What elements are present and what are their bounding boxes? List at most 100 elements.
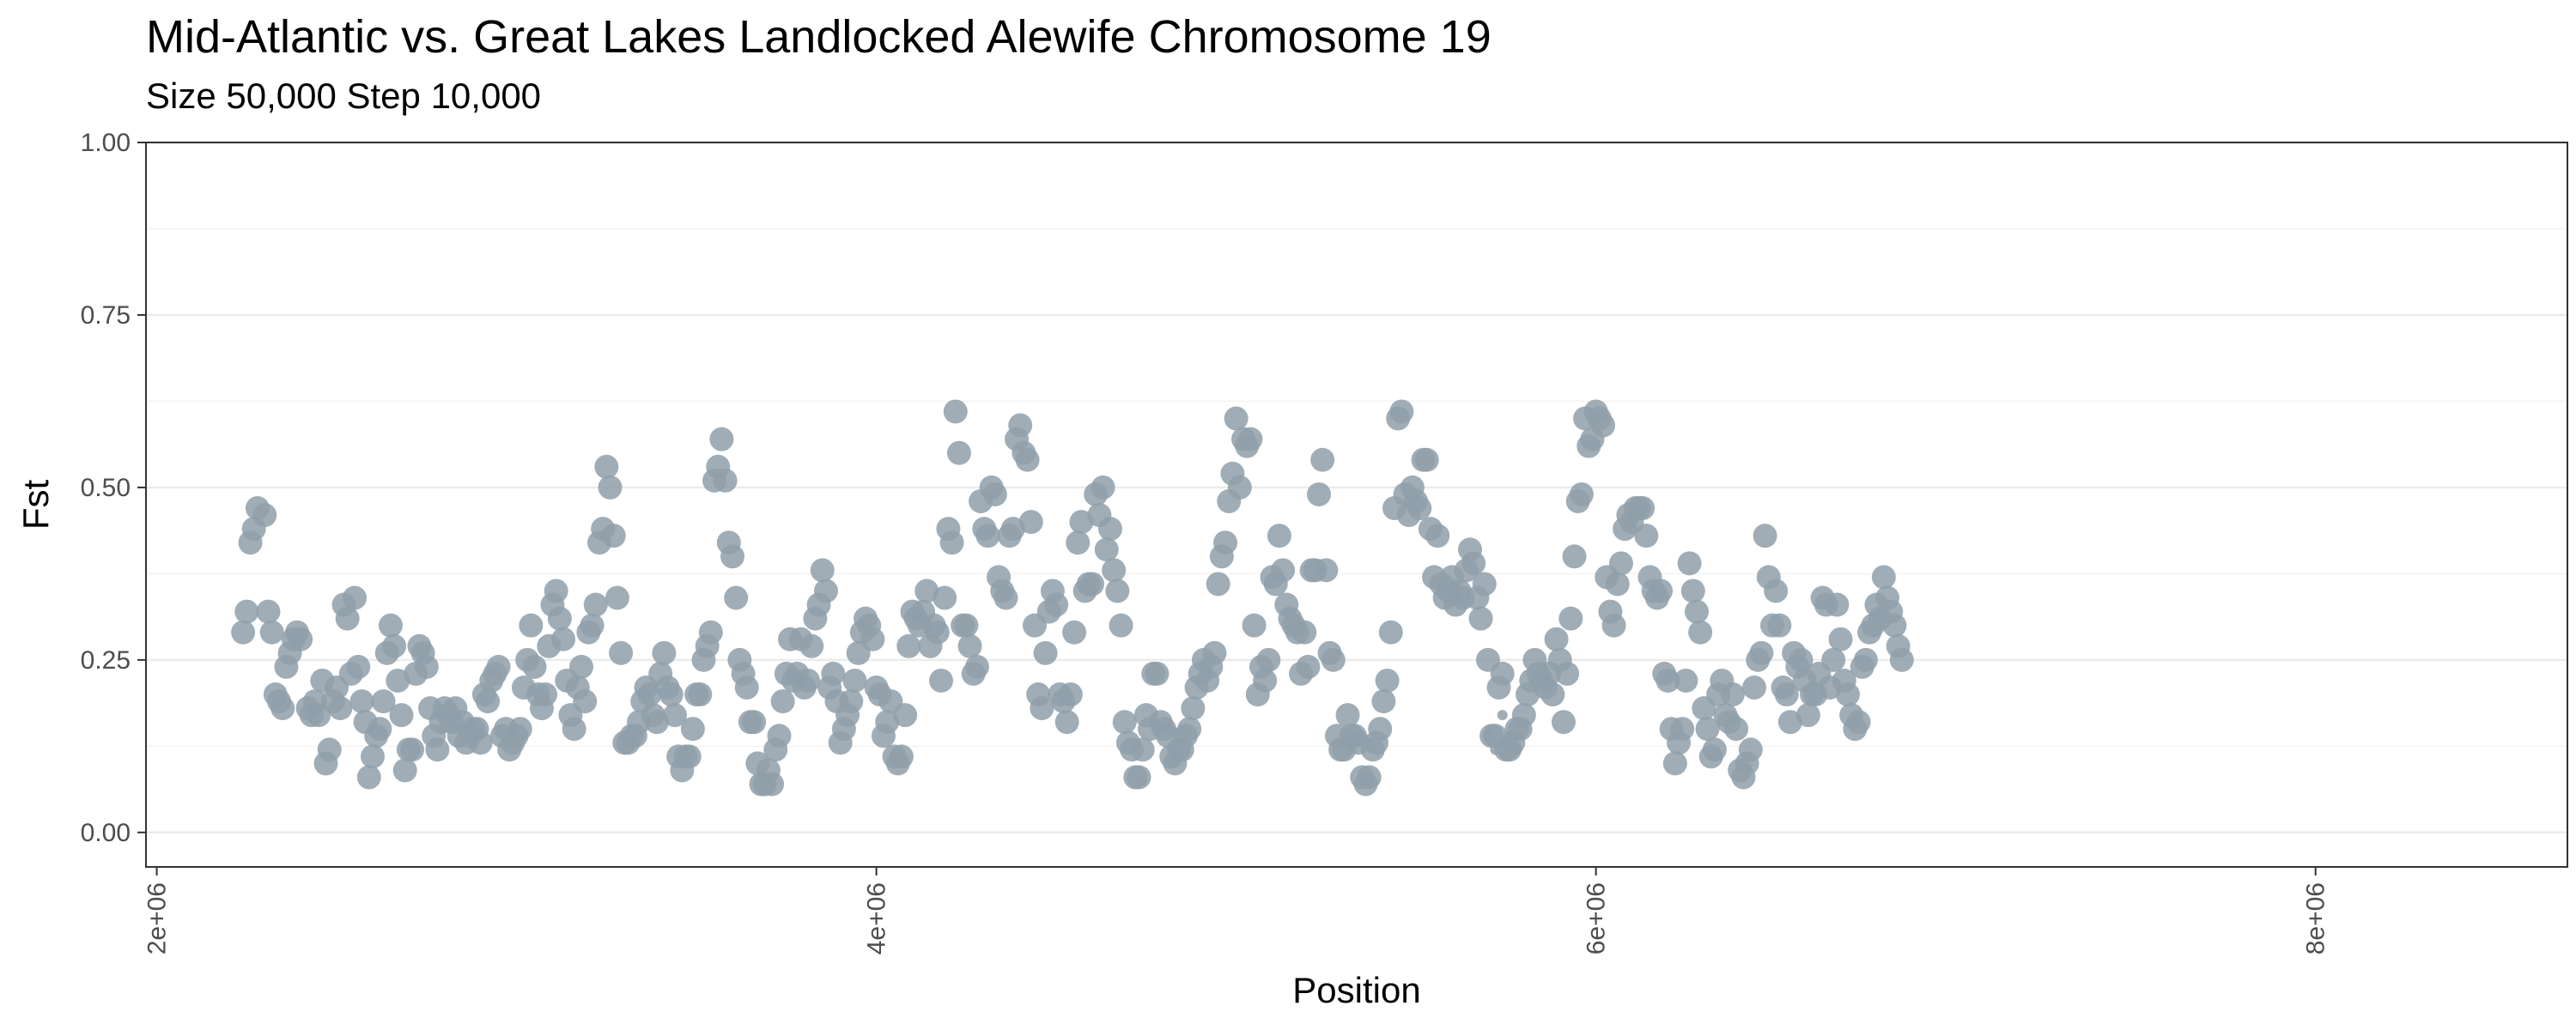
- data-point: [1558, 606, 1583, 631]
- data-point: [562, 717, 586, 742]
- data-point: [1688, 620, 1713, 645]
- data-point: [1511, 703, 1536, 728]
- data-point: [1375, 668, 1400, 693]
- data-point: [1490, 661, 1515, 686]
- data-point: [821, 661, 846, 686]
- data-point: [1378, 620, 1403, 645]
- data-point: [1015, 447, 1040, 472]
- data-point: [594, 454, 619, 479]
- x-axis: 2e+06 4e+06 6e+06 8e+06: [143, 867, 2330, 954]
- data-point: [1271, 558, 1296, 583]
- data-point: [1749, 640, 1774, 665]
- data-point: [1555, 661, 1580, 686]
- data-point: [742, 710, 767, 735]
- data-point: [1425, 524, 1450, 548]
- data-point: [1753, 524, 1777, 548]
- data-point: [1307, 482, 1332, 506]
- data-point: [371, 689, 396, 714]
- data-point: [713, 468, 738, 493]
- data-point: [580, 613, 605, 638]
- data-point: [389, 703, 414, 728]
- data-point: [1853, 647, 1878, 672]
- data-point: [1591, 413, 1616, 438]
- x-axis-title: Position: [1292, 970, 1420, 1010]
- x-tick-label: 6e+06: [1583, 882, 1611, 954]
- chart-title: Mid-Atlantic vs. Great Lakes Landlocked …: [146, 11, 1492, 63]
- data-point: [1256, 647, 1281, 672]
- data-point: [1605, 572, 1630, 597]
- data-point: [270, 696, 295, 721]
- data-point: [368, 717, 392, 742]
- data-point: [328, 696, 353, 721]
- data-point: [1018, 510, 1043, 535]
- data-point: [724, 585, 749, 610]
- data-point: [1145, 661, 1170, 686]
- data-point: [605, 585, 629, 610]
- data-point: [1058, 682, 1083, 707]
- data-point: [259, 620, 284, 645]
- data-point: [317, 737, 342, 762]
- data-point: [1764, 579, 1789, 603]
- data-point: [1314, 558, 1339, 583]
- chart-subtitle: Size 50,000 Step 10,000: [146, 76, 542, 116]
- data-point: [1033, 640, 1058, 665]
- data-point: [925, 620, 950, 645]
- data-point: [1127, 765, 1151, 790]
- data-point: [533, 682, 558, 707]
- data-point: [289, 627, 313, 651]
- data-point: [507, 717, 532, 742]
- data-point: [1720, 682, 1745, 707]
- data-point: [1213, 530, 1238, 555]
- data-point: [609, 640, 634, 665]
- data-point: [688, 682, 713, 707]
- y-axis-title: Fst: [15, 480, 56, 530]
- data-point: [551, 627, 576, 651]
- data-point: [810, 558, 835, 583]
- data-point: [1825, 592, 1850, 617]
- data-point: [476, 689, 501, 714]
- data-point: [1105, 579, 1130, 603]
- data-point: [1601, 613, 1626, 638]
- data-point: [1066, 530, 1091, 555]
- data-point: [1130, 737, 1155, 762]
- data-point: [1242, 613, 1267, 638]
- data-point: [1828, 627, 1853, 651]
- data-point: [1224, 406, 1249, 431]
- data-point: [954, 613, 979, 638]
- data-point: [1091, 475, 1115, 500]
- data-point: [982, 482, 1007, 506]
- data-point: [1882, 613, 1907, 638]
- data-point: [414, 654, 439, 679]
- data-point: [770, 689, 795, 714]
- y-axis: 0.00 0.25 0.50 0.75 1.00: [81, 129, 146, 847]
- data-point: [1684, 599, 1709, 624]
- data-point: [1181, 696, 1206, 721]
- data-point: [1292, 620, 1317, 645]
- data-point: [1835, 682, 1860, 707]
- data-point: [1695, 717, 1720, 742]
- data-point: [677, 744, 702, 769]
- data-point: [1472, 572, 1497, 597]
- data-point: [360, 744, 385, 769]
- data-point-small: [1511, 744, 1522, 755]
- data-point: [662, 703, 687, 728]
- data-point: [1656, 668, 1680, 693]
- data-point: [382, 633, 407, 658]
- data-point: [569, 654, 594, 679]
- data-point: [1109, 613, 1133, 638]
- data-point: [1468, 606, 1493, 631]
- data-point: [349, 689, 374, 714]
- data-point: [1080, 572, 1105, 597]
- data-point: [795, 668, 820, 693]
- y-tick-label: 0.75: [81, 301, 131, 330]
- data-point: [1112, 710, 1137, 735]
- data-point-small: [1497, 710, 1508, 721]
- data-point: [889, 744, 914, 769]
- data-point: [231, 620, 256, 645]
- data-point: [1253, 668, 1278, 693]
- panel-border: [145, 142, 2568, 868]
- data-point: [519, 613, 544, 638]
- data-point: [583, 592, 608, 617]
- data-point: [1724, 717, 1749, 742]
- data-point: [468, 730, 493, 755]
